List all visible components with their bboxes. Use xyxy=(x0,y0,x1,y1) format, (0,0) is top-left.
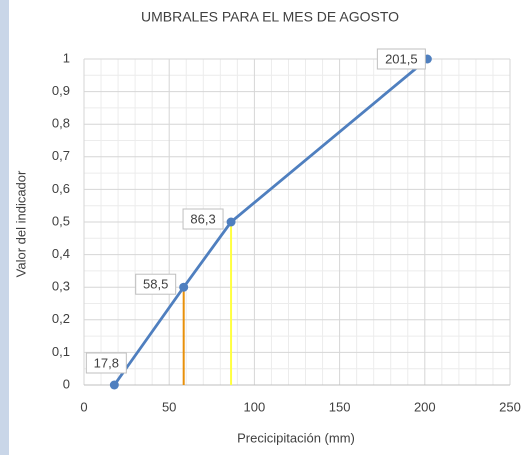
y-tick-label: 0,1 xyxy=(52,344,70,359)
x-axis-label: Precicipitación (mm) xyxy=(237,430,355,445)
y-tick-label: 1 xyxy=(63,50,70,65)
left-border xyxy=(0,0,9,455)
x-tick-label: 200 xyxy=(414,399,436,414)
x-tick-label: 100 xyxy=(244,399,266,414)
line xyxy=(113,57,429,386)
data-label-box xyxy=(135,273,177,295)
point xyxy=(179,282,189,292)
y-tick-label: 0,5 xyxy=(52,213,70,228)
y-tick-label: 0,8 xyxy=(52,116,70,131)
y-tick-label: 0,6 xyxy=(52,181,70,196)
data-label-box xyxy=(182,208,224,230)
x-tick-label: 250 xyxy=(499,399,521,414)
chart-title: UMBRALES PARA EL MES DE AGOSTO xyxy=(141,9,399,25)
point xyxy=(109,380,119,390)
y-tick-label: 0,9 xyxy=(52,83,70,98)
data-label: 86,3 xyxy=(190,211,215,226)
y-tick-label: 0,4 xyxy=(52,246,70,261)
data-label: 58,5 xyxy=(143,277,168,292)
y-tick-label: 0,7 xyxy=(52,148,70,163)
y-tick-label: 0,3 xyxy=(52,279,70,294)
data-label-box xyxy=(376,48,426,70)
x-tick-label: 50 xyxy=(162,399,176,414)
point xyxy=(226,217,236,227)
y-tick-label: 0 xyxy=(63,376,70,391)
x-tick-label: 0 xyxy=(80,399,87,414)
x-tick-label: 150 xyxy=(329,399,351,414)
y-tick-label: 0,2 xyxy=(52,311,70,326)
data-label: 201,5 xyxy=(385,51,418,66)
data-label: 17,8 xyxy=(94,355,119,370)
data-label-box xyxy=(85,352,127,374)
y-axis-label: Valor del indicador xyxy=(13,170,28,277)
